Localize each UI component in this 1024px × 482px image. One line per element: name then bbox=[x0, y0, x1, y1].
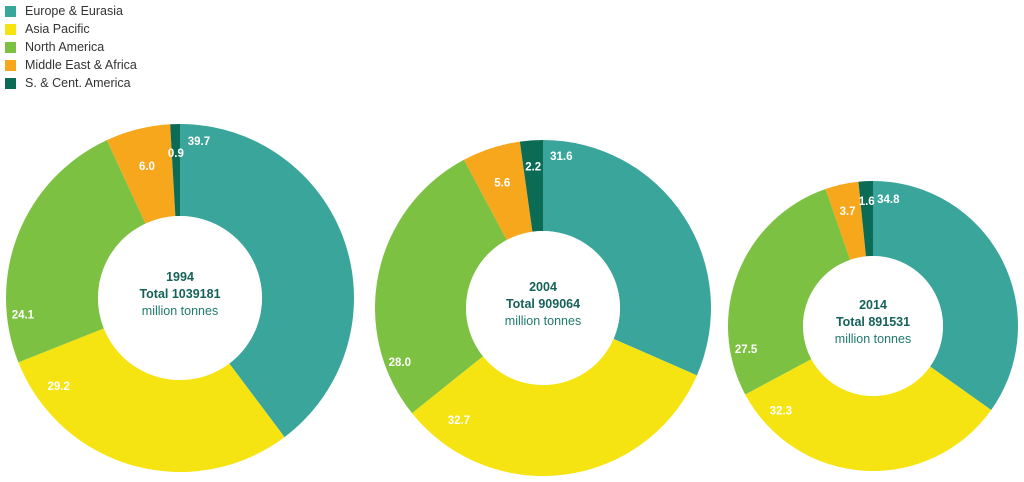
donut-hole bbox=[803, 256, 943, 396]
legend-swatch bbox=[5, 41, 16, 53]
slice-middle-east-africa-1994 bbox=[106, 124, 176, 224]
donut-hole bbox=[98, 216, 262, 380]
slice-north-america-2014 bbox=[728, 188, 851, 395]
slice-s-cent-america-1994 bbox=[170, 124, 180, 217]
chart-total: Total 909064 bbox=[506, 297, 580, 311]
chart-legend: Europe & Eurasia Asia Pacific North Amer… bbox=[5, 2, 137, 92]
legend-label: Middle East & Africa bbox=[25, 58, 137, 72]
data-label-asia-pacific-2014: 32.3 bbox=[770, 405, 792, 417]
chart-year: 1994 bbox=[166, 270, 194, 284]
legend-swatch bbox=[5, 77, 16, 89]
legend-label: Asia Pacific bbox=[25, 22, 90, 36]
data-label-europe-eurasia-2004: 31.6 bbox=[550, 151, 572, 163]
slice-s-cent-america-2004 bbox=[519, 140, 543, 232]
slice-north-america-2004 bbox=[374, 159, 507, 414]
chart-year: 2014 bbox=[859, 298, 887, 312]
legend-swatch bbox=[5, 5, 16, 17]
slice-asia-pacific-2014 bbox=[745, 359, 992, 471]
chart-total: Total 891531 bbox=[836, 315, 910, 329]
chart-unit: million tonnes bbox=[142, 304, 218, 318]
legend-item-s-cent-america: S. & Cent. America bbox=[5, 74, 137, 92]
legend-item-europe-eurasia: Europe & Eurasia bbox=[5, 2, 137, 20]
legend-label: Europe & Eurasia bbox=[25, 4, 123, 18]
legend-label: North America bbox=[25, 40, 105, 54]
donut-chart-2004: 31.6 32.7 28.0 5.6 2.2 2004 Total 909064 millio… bbox=[374, 140, 711, 477]
slice-middle-east-africa-2004 bbox=[463, 141, 533, 241]
legend-item-north-america: North America bbox=[5, 38, 137, 56]
slice-north-america-1994 bbox=[5, 140, 146, 363]
legend-item-asia-pacific: Asia Pacific bbox=[5, 20, 137, 38]
data-label-north-america-2014: 27.5 bbox=[735, 344, 758, 356]
slice-asia-pacific-2004 bbox=[411, 338, 697, 477]
slice-europe-eurasia-2004 bbox=[543, 140, 711, 376]
chart-unit: million tonnes bbox=[505, 314, 581, 328]
data-label-asia-pacific-1994: 29.2 bbox=[48, 381, 70, 393]
data-label-north-america-1994: 24.1 bbox=[12, 310, 35, 322]
data-label-north-america-2004: 28.0 bbox=[389, 357, 411, 369]
chart-total: Total 1039181 bbox=[139, 287, 220, 301]
donut-hole bbox=[466, 231, 620, 385]
chart-unit: million tonnes bbox=[835, 332, 911, 346]
slice-s-cent-america-2014 bbox=[858, 181, 873, 257]
data-label-asia-pacific-2004: 32.7 bbox=[448, 415, 470, 427]
data-label-s-cent-america-2014: 1.6 bbox=[859, 196, 875, 208]
legend-label: S. & Cent. America bbox=[25, 76, 131, 90]
slice-asia-pacific-1994 bbox=[18, 328, 285, 472]
data-label-middle-east-africa-2014: 3.7 bbox=[840, 206, 856, 218]
legend-swatch bbox=[5, 23, 16, 35]
donut-chart-1994: 39.7 29.2 24.1 6.0 0.9 1994 Total 1039181 milli… bbox=[5, 124, 355, 472]
slice-europe-eurasia-2014 bbox=[873, 180, 1019, 411]
data-label-s-cent-america-1994: 0.9 bbox=[168, 148, 184, 160]
legend-swatch bbox=[5, 59, 16, 71]
data-label-s-cent-america-2004: 2.2 bbox=[525, 161, 541, 173]
legend-item-middle-east-africa: Middle East & Africa bbox=[5, 56, 137, 74]
slice-europe-eurasia-1994 bbox=[180, 124, 355, 438]
donut-chart-2014: 34.8 32.3 27.5 3.71.6 2014 Total 891531 millio… bbox=[728, 180, 1019, 471]
chart-year: 2004 bbox=[529, 280, 557, 294]
data-label-middle-east-africa-2004: 5.6 bbox=[494, 177, 510, 189]
slice-middle-east-africa-2014 bbox=[825, 181, 866, 260]
data-label-middle-east-africa-1994: 6.0 bbox=[139, 161, 155, 173]
data-label-europe-eurasia-1994: 39.7 bbox=[188, 136, 210, 148]
data-label-europe-eurasia-2014: 34.8 bbox=[877, 194, 900, 206]
